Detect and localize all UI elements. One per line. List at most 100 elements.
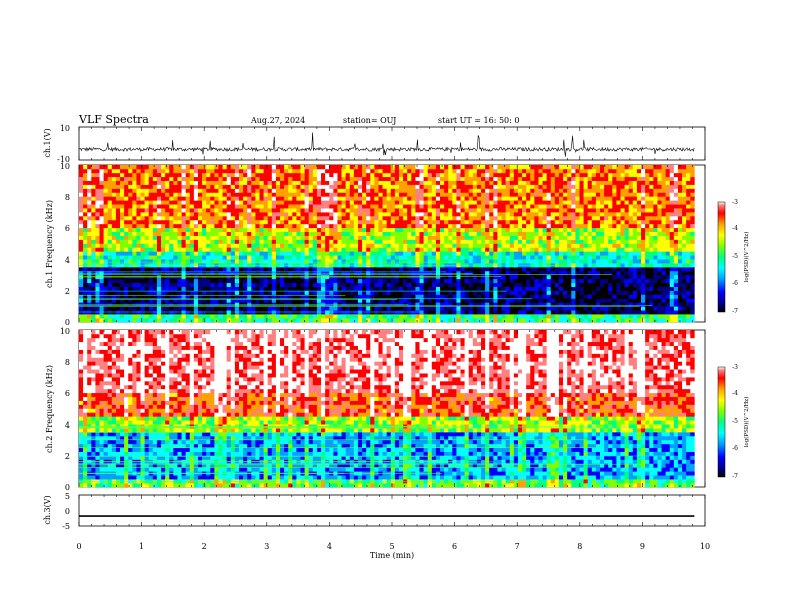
spectrogram-cell	[136, 184, 141, 189]
spectrogram-cell	[497, 223, 502, 229]
spectrogram-cell	[124, 318, 129, 323]
spectrogram-cell	[411, 302, 416, 307]
spectrogram-cell	[468, 282, 474, 287]
spectrogram-cell	[534, 180, 539, 185]
spectrogram-cell	[316, 216, 322, 221]
spectrogram-cell	[181, 165, 186, 170]
spectrogram-cell	[185, 172, 191, 178]
spectrogram-cell	[292, 239, 297, 244]
spectrogram-cell	[238, 235, 244, 240]
spectrogram-cell	[489, 294, 494, 299]
spectrogram-cell	[148, 192, 154, 197]
spectrogram-cell	[517, 306, 523, 311]
spectrogram-cell	[177, 231, 182, 236]
spectrogram-cell	[185, 298, 191, 303]
spectrogram-cell	[497, 208, 502, 213]
spectrogram-cell	[124, 294, 129, 299]
spectrogram-cell	[128, 188, 133, 193]
spectrogram-cell	[148, 243, 154, 248]
spectrogram-cell	[345, 208, 351, 213]
spectrogram-cell	[202, 196, 207, 201]
spectrogram-cell	[579, 290, 584, 295]
spectrogram-cell	[107, 239, 113, 244]
spectrogram-cell	[202, 216, 207, 221]
spectrogram-cell	[115, 239, 121, 244]
spectrogram-cell	[378, 247, 383, 252]
spectrogram-cell	[345, 251, 351, 256]
spectrogram-cell	[357, 243, 363, 248]
spectrogram-cell	[140, 267, 145, 272]
spectrogram-cell	[304, 165, 310, 170]
spectrogram-cell	[452, 298, 457, 303]
spectrogram-cell	[284, 251, 289, 256]
spectrogram-cell	[95, 216, 100, 221]
spectrogram-cell	[522, 267, 527, 272]
spectrogram-cell	[263, 172, 269, 178]
spectrogram-cell	[530, 180, 535, 185]
spectrogram-cell	[489, 314, 494, 319]
spectrogram-cell	[583, 314, 588, 319]
spectrogram-cell	[99, 302, 104, 307]
spectrogram-cell	[411, 278, 416, 284]
spectrogram-cell	[476, 290, 482, 295]
spectrogram-cell	[263, 267, 269, 272]
spectrogram-cell	[140, 290, 145, 295]
spectrogram-cell	[550, 267, 556, 272]
spectrogram-cell	[587, 310, 593, 315]
spectrogram-cell	[542, 298, 547, 303]
spectrogram-cell	[144, 282, 150, 287]
spectrogram-cell	[513, 227, 519, 233]
spectrogram-cell	[284, 200, 289, 205]
spectrogram-cell	[513, 204, 519, 209]
spectrogram-cell	[333, 314, 338, 319]
spectrogram-cell	[509, 188, 515, 193]
spectrogram-cell	[161, 314, 166, 319]
spectrogram-cell	[481, 196, 486, 201]
spectrogram-cell	[386, 172, 392, 178]
spectrogram-cell	[415, 176, 420, 181]
spectrogram-cell	[390, 231, 396, 236]
spectrogram-cell	[115, 314, 121, 319]
spectrogram-cell	[222, 259, 227, 264]
spectrogram-cell	[156, 306, 162, 311]
spectrogram-cell	[124, 255, 129, 260]
spectrogram-cell	[136, 219, 141, 225]
spectrogram-cell	[202, 180, 207, 185]
spectrogram-cell	[526, 208, 531, 213]
spectrogram-cell	[440, 235, 445, 240]
spectrogram-cell	[382, 168, 387, 174]
spectrogram-cell	[370, 243, 375, 248]
spectrogram-cell	[427, 168, 433, 174]
spectrogram-cell	[99, 208, 104, 213]
spectrogram-cell	[427, 239, 433, 244]
spectrogram-cell	[91, 239, 96, 244]
spectrogram-cell	[271, 176, 277, 181]
spectrogram-cell	[378, 227, 383, 233]
spectrogram-cell	[263, 251, 269, 256]
spectrogram-cell	[497, 176, 502, 181]
spectrogram-cell	[575, 294, 580, 299]
spectrogram-cell	[554, 184, 560, 189]
spectrogram-cell	[534, 298, 539, 303]
spectrogram-cell	[156, 251, 162, 256]
spectrogram-cell	[132, 239, 137, 244]
spectrogram-cell	[513, 290, 519, 295]
spectrogram-cell	[567, 314, 572, 319]
spectrogram-cell	[165, 219, 170, 225]
spectrogram-cell	[382, 165, 387, 170]
spectrogram-cell	[214, 239, 219, 244]
spectrogram-cell	[386, 314, 392, 319]
spectrogram-cell	[103, 318, 109, 323]
spectrogram-cell	[181, 243, 186, 248]
spectrogram-cell	[567, 165, 572, 170]
spectrogram-cell	[448, 294, 453, 299]
spectrogram-cell	[440, 274, 445, 280]
spectrogram-cell	[550, 204, 556, 209]
spectrogram-cell	[534, 310, 539, 315]
spectrogram-cell	[292, 196, 297, 201]
spectrogram-cell	[165, 286, 170, 291]
spectrogram-cell	[517, 267, 523, 272]
spectrogram-cell	[493, 204, 498, 209]
spectrogram-cell	[230, 208, 236, 213]
spectrogram-cell	[210, 310, 215, 315]
